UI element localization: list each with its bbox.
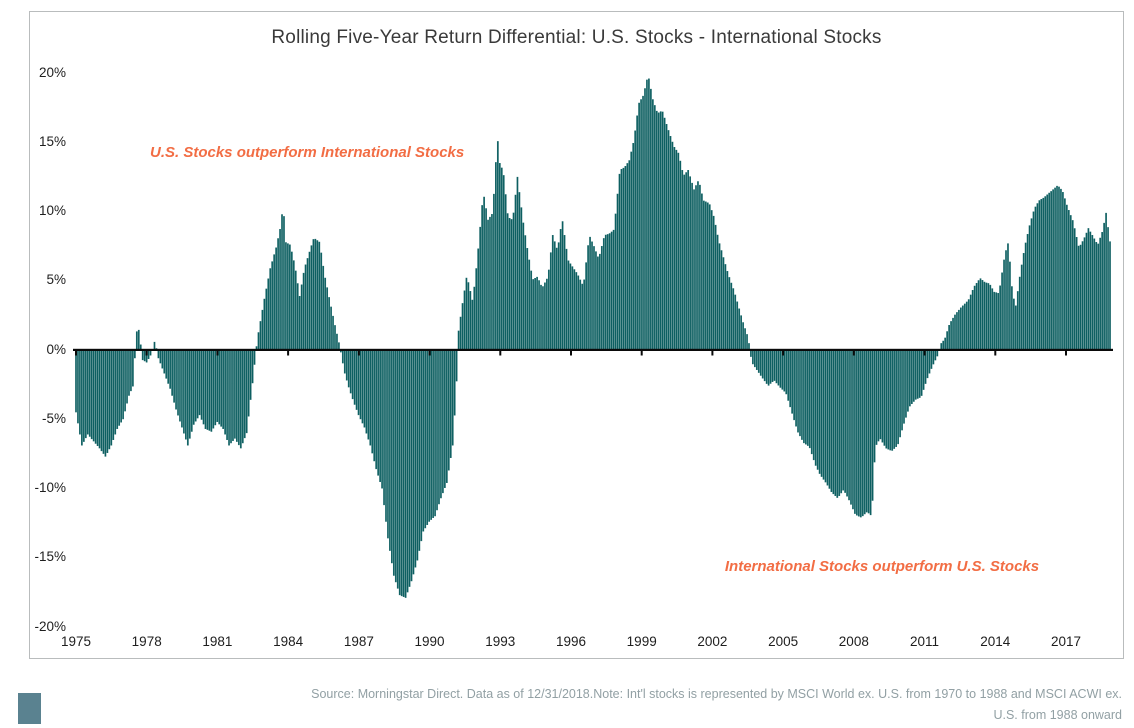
zero-axis-line xyxy=(73,348,1113,351)
x-tick-label: 1975 xyxy=(60,634,92,649)
y-tick-label: 20% xyxy=(38,64,66,80)
x-axis-tick-mark xyxy=(782,351,785,356)
x-axis-tick-mark xyxy=(994,351,997,356)
x-tick-label: 1993 xyxy=(485,634,516,649)
x-tick-label: 1999 xyxy=(626,634,657,649)
x-axis-tick-mark xyxy=(145,351,148,356)
y-tick-label: 10% xyxy=(38,203,66,218)
x-axis-tick-mark xyxy=(216,351,219,356)
x-tick-label: 1996 xyxy=(555,634,586,649)
source-note-line2: U.S. from 1988 onward xyxy=(993,708,1122,722)
source-note: Source: Morningstar Direct. Data as of 1… xyxy=(222,684,1122,726)
differential-bars xyxy=(74,78,1112,599)
y-tick-label: 15% xyxy=(38,133,66,149)
x-axis-tick-mark xyxy=(499,351,502,356)
x-tick-label: 2014 xyxy=(980,634,1011,649)
x-axis-tick-mark xyxy=(428,351,431,356)
x-axis-tick-mark xyxy=(852,351,855,356)
x-axis-tick-mark xyxy=(1065,351,1067,356)
y-tick-label: 0% xyxy=(46,341,66,357)
x-tick-label: 2008 xyxy=(838,634,869,649)
chart-title: Rolling Five-Year Return Differential: U… xyxy=(271,27,882,48)
x-axis-tick-mark xyxy=(923,351,926,356)
y-tick-label: -5% xyxy=(41,410,66,426)
annotation-us-outperform: U.S. Stocks outperform International Sto… xyxy=(150,144,465,161)
x-axis-tick-mark xyxy=(287,351,290,356)
x-tick-label: 2005 xyxy=(768,634,799,649)
x-tick-label: 1984 xyxy=(273,634,304,649)
x-axis-tick-mark xyxy=(640,351,643,356)
x-axis-tick-mark xyxy=(357,351,360,356)
y-tick-label: -20% xyxy=(34,618,66,634)
annotation-intl-outperform: International Stocks outperform U.S. Sto… xyxy=(724,558,1040,575)
x-axis-tick-mark xyxy=(75,351,77,356)
y-tick-label: -15% xyxy=(34,549,66,565)
x-axis-tick-mark xyxy=(570,351,572,356)
x-tick-label: 1990 xyxy=(414,634,445,649)
y-tick-label: 5% xyxy=(46,272,66,288)
accent-square xyxy=(18,693,41,724)
x-tick-label: 1981 xyxy=(202,634,233,649)
x-tick-label: 2017 xyxy=(1050,634,1081,649)
source-note-line1: Source: Morningstar Direct. Data as of 1… xyxy=(311,687,1122,701)
x-tick-label: 1978 xyxy=(131,634,162,649)
x-tick-label: 2011 xyxy=(910,634,940,649)
y-tick-label: -10% xyxy=(34,480,66,495)
x-tick-label: 2002 xyxy=(697,634,728,649)
x-tick-label: 1987 xyxy=(343,634,374,649)
x-axis-tick-mark xyxy=(711,351,714,356)
